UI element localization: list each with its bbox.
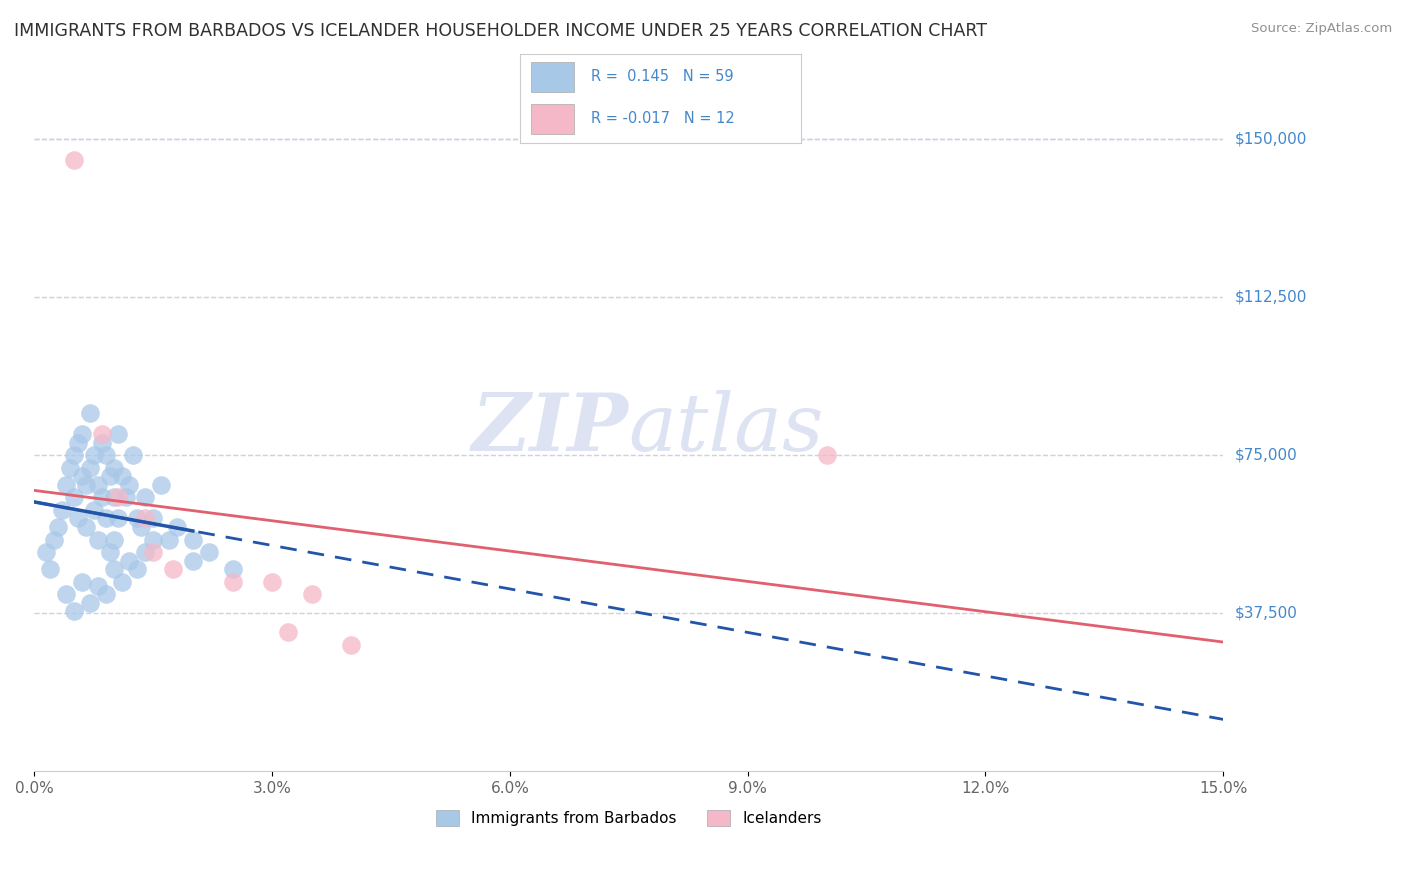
Point: [83, 448, 105, 462]
Point: [221, 574, 243, 589]
Point: [90, 427, 112, 442]
Point: [94, 448, 117, 462]
Text: $75,000: $75,000: [1234, 448, 1296, 463]
Text: $150,000: $150,000: [1234, 131, 1306, 146]
Point: [70, 469, 93, 483]
Text: R =  0.145   N = 59: R = 0.145 N = 59: [591, 70, 733, 84]
Point: [66, 435, 89, 450]
Point: [134, 545, 156, 559]
Point: [39, 562, 62, 576]
Point: [94, 511, 117, 525]
Text: R = -0.017   N = 12: R = -0.017 N = 12: [591, 112, 734, 126]
Point: [127, 562, 149, 576]
Point: [262, 574, 284, 589]
Point: [63, 153, 86, 168]
Point: [70, 574, 93, 589]
Point: [277, 625, 299, 640]
Point: [107, 427, 129, 442]
Point: [51, 503, 73, 517]
Point: [110, 469, 132, 483]
Point: [46, 520, 69, 534]
Point: [181, 553, 204, 567]
Point: [94, 587, 117, 601]
Point: [197, 545, 219, 559]
Point: [142, 545, 165, 559]
Legend: Immigrants from Barbados, Icelanders: Immigrants from Barbados, Icelanders: [430, 804, 828, 832]
Point: [301, 587, 323, 601]
Text: ZIP: ZIP: [472, 390, 628, 467]
Point: [35, 545, 58, 559]
Point: [87, 477, 110, 491]
Text: atlas: atlas: [628, 390, 824, 467]
Point: [59, 460, 82, 475]
Point: [90, 491, 112, 505]
Point: [75, 520, 97, 534]
Point: [181, 533, 204, 547]
Point: [90, 435, 112, 450]
Point: [98, 545, 121, 559]
Point: [107, 491, 129, 505]
Point: [63, 491, 86, 505]
Point: [114, 491, 136, 505]
Point: [131, 520, 153, 534]
Point: [110, 574, 132, 589]
Point: [103, 533, 125, 547]
Point: [87, 533, 110, 547]
Point: [66, 511, 89, 525]
Point: [63, 604, 86, 618]
Point: [127, 511, 149, 525]
Point: [107, 511, 129, 525]
Point: [150, 477, 173, 491]
Point: [103, 562, 125, 576]
Point: [118, 477, 141, 491]
Point: [44, 533, 66, 547]
Point: [98, 469, 121, 483]
Point: [134, 491, 156, 505]
Point: [55, 477, 77, 491]
Point: [815, 448, 838, 462]
Point: [55, 587, 77, 601]
Point: [103, 460, 125, 475]
Point: [70, 427, 93, 442]
Text: IMMIGRANTS FROM BARBADOS VS ICELANDER HOUSEHOLDER INCOME UNDER 25 YEARS CORRELAT: IMMIGRANTS FROM BARBADOS VS ICELANDER HO…: [14, 22, 987, 40]
Point: [221, 562, 243, 576]
FancyBboxPatch shape: [531, 104, 574, 134]
Point: [75, 477, 97, 491]
Point: [83, 503, 105, 517]
Point: [162, 562, 184, 576]
Text: $37,500: $37,500: [1234, 606, 1298, 621]
Point: [118, 553, 141, 567]
Text: $112,500: $112,500: [1234, 290, 1306, 305]
Text: Source: ZipAtlas.com: Source: ZipAtlas.com: [1251, 22, 1392, 36]
Point: [79, 596, 101, 610]
Point: [79, 406, 101, 420]
Point: [122, 448, 145, 462]
Point: [142, 511, 165, 525]
Point: [340, 638, 363, 652]
Point: [142, 533, 165, 547]
Point: [103, 491, 125, 505]
Point: [166, 520, 188, 534]
Point: [63, 448, 86, 462]
Point: [134, 511, 156, 525]
Point: [79, 460, 101, 475]
FancyBboxPatch shape: [531, 62, 574, 92]
Point: [157, 533, 180, 547]
Point: [87, 579, 110, 593]
